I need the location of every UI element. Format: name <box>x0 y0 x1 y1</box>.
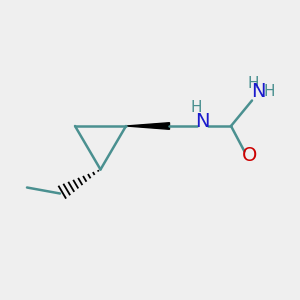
Text: N: N <box>195 112 210 131</box>
Text: H: H <box>248 76 259 91</box>
Text: H: H <box>264 84 275 99</box>
Text: H: H <box>191 100 202 116</box>
Text: N: N <box>251 82 266 101</box>
Polygon shape <box>126 123 170 129</box>
Text: O: O <box>242 146 258 165</box>
